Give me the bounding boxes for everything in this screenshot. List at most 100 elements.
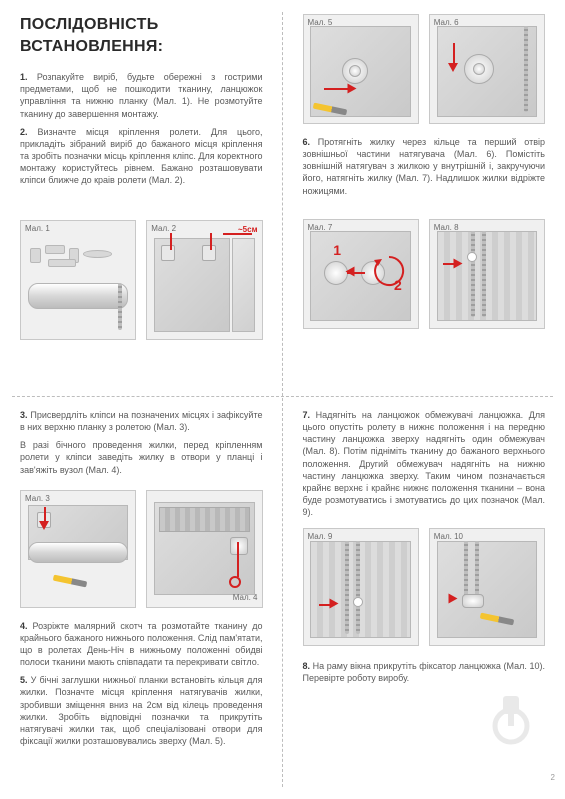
figure-1: Мал. 1 xyxy=(20,220,136,340)
fig2-clip1 xyxy=(161,245,175,261)
fig9-arrowline xyxy=(319,604,333,606)
fig5-ring-inner xyxy=(349,65,361,77)
step-num-5: 5. xyxy=(20,675,28,685)
fig8-label: Мал. 8 xyxy=(434,223,459,234)
step-6-text: Протягніть жилку через кільце та перший … xyxy=(303,137,546,196)
fig9-fabric xyxy=(310,541,411,638)
figrow-5-6: Мал. 5 Мал. 6 xyxy=(303,14,546,124)
step-8-text: На раму вікна прикрутіть фіксатор ланцюж… xyxy=(303,661,545,683)
step-8: 8. На раму вікна прикрутіть фіксатор лан… xyxy=(303,660,546,684)
figure-4: Мал. 4 xyxy=(146,490,262,608)
fig7-rotate-icon xyxy=(372,254,406,288)
step-1-text: Розпакуйте виріб, будьте обережні з гост… xyxy=(20,72,263,118)
figure-6: Мал. 6 xyxy=(429,14,545,124)
fig4-label: Мал. 4 xyxy=(233,593,258,604)
fig7-num1: 1 xyxy=(333,241,341,260)
fig3-label: Мал. 3 xyxy=(25,494,50,505)
fig5-label: Мал. 5 xyxy=(308,18,333,29)
step-2: 2. Визначте місця кріплення ролети. Для … xyxy=(20,126,263,187)
fig10-bg xyxy=(437,541,538,638)
fig2-clip2 xyxy=(202,245,216,261)
step-7: 7. Надягніть на ланцюжок обмежувачі ланц… xyxy=(303,409,546,518)
step-4: 4. Розріжте малярний скотч та розмотайте… xyxy=(20,620,263,669)
figrow-1-2: Мал. 1 Мал. 2 ~5см xyxy=(20,220,263,340)
step-5-text: У бічні заглушки нижньої планки встанові… xyxy=(20,675,263,746)
quadrant-3: 3. Присвердліть кліпси на позначених міс… xyxy=(0,395,283,790)
step-3: 3. Присвердліть кліпси на позначених міс… xyxy=(20,409,263,433)
step-2-text: Визначте місця кріплення ролети. Для цьо… xyxy=(20,127,263,186)
quadrant-2: Мал. 5 Мал. 6 6. Протягніть жилку через … xyxy=(283,0,565,395)
fig10-chain1 xyxy=(464,541,468,601)
fig6-thread xyxy=(453,43,455,65)
fig6-chain xyxy=(524,26,528,112)
figure-2: Мал. 2 ~5см xyxy=(146,220,262,340)
quadrant-1: ПОСЛІДОВНІСТЬ ВСТАНОВЛЕННЯ: 1. Розпакуйт… xyxy=(0,0,283,395)
fig8-chain1 xyxy=(471,231,475,317)
figure-10: Мал. 10 xyxy=(429,528,545,646)
figure-7: Мал. 7 1 2 xyxy=(303,219,419,329)
fig5-arrow xyxy=(324,88,349,90)
fig8-arrowline xyxy=(443,263,457,265)
fig9-chain2 xyxy=(356,541,360,634)
step-6: 6. Протягніть жилку через кільце та перш… xyxy=(303,136,546,197)
figrow-3-4: Мал. 3 Мал. 4 xyxy=(20,490,263,608)
fig1-roller xyxy=(28,283,129,309)
fig3-screwdriver xyxy=(53,574,88,587)
step-5: 5. У бічні заглушки нижньої планки встан… xyxy=(20,674,263,747)
fig3-roller xyxy=(28,542,129,563)
step-num-7: 7. xyxy=(303,410,311,420)
fig2-mark2 xyxy=(210,233,212,250)
step-3b: В разі бічного проведення жилки, перед к… xyxy=(20,439,263,475)
fig7-part1 xyxy=(324,261,348,285)
fig2-mark1 xyxy=(170,233,172,250)
fig7-label: Мал. 7 xyxy=(308,223,333,234)
instruction-page: ПОСЛІДОВНІСТЬ ВСТАНОВЛЕННЯ: 1. Розпакуйт… xyxy=(0,0,565,799)
watermark-icon xyxy=(481,690,541,750)
page-number: 2 xyxy=(551,773,555,784)
fig9-stopper xyxy=(353,597,363,607)
fig2-label: Мал. 2 xyxy=(151,224,176,235)
fig3-drill xyxy=(44,507,46,521)
quadrant-4: 7. Надягніть на ланцюжок обмежувачі ланц… xyxy=(283,395,565,790)
fig8-fabric xyxy=(437,231,538,322)
figure-9: Мал. 9 xyxy=(303,528,419,646)
fig10-arrow xyxy=(449,594,458,604)
step-num-8: 8. xyxy=(303,661,311,671)
fig1-chain xyxy=(118,283,122,330)
step-num-1: 1. xyxy=(20,72,28,82)
fig4-topbar xyxy=(159,507,250,533)
fig7-arrowhead xyxy=(345,267,354,277)
fig10-chain2 xyxy=(475,541,479,601)
figrow-9-10: Мал. 9 Мал. 10 xyxy=(303,528,546,646)
step-1: 1. Розпакуйте виріб, будьте обережні з г… xyxy=(20,71,263,120)
step-4-text: Розріжте малярний скотч та розмотайте тк… xyxy=(20,621,263,667)
fig4-endcap xyxy=(230,537,248,555)
fig1-parts xyxy=(30,245,121,271)
fig2-arrowline xyxy=(223,233,253,235)
fig4-thread xyxy=(237,542,239,577)
step-3-text: Присвердліть кліпси на позначених місцях… xyxy=(20,410,263,432)
fig3-drill-arrow xyxy=(39,521,49,530)
figrow-7-8: Мал. 7 1 2 Мал. 8 xyxy=(303,219,546,329)
step-7-text: Надягніть на ланцюжок обмежувачі ланцюжк… xyxy=(303,410,546,517)
fig6-label: Мал. 6 xyxy=(434,18,459,29)
page-title: ПОСЛІДОВНІСТЬ ВСТАНОВЛЕННЯ: xyxy=(20,14,263,57)
fig2-window2 xyxy=(232,238,255,332)
fig5-arrowhead xyxy=(347,84,356,94)
step-num-2: 2. xyxy=(20,127,28,137)
fig1-label: Мал. 1 xyxy=(25,224,50,235)
fig4-knot-icon xyxy=(227,574,243,590)
fig9-label: Мал. 9 xyxy=(308,532,333,543)
fig6-arrowhead xyxy=(448,63,458,72)
step-num-4: 4. xyxy=(20,621,28,631)
fig10-label: Мал. 10 xyxy=(434,532,463,543)
fig6-tensioner-inner xyxy=(473,63,485,75)
step-num-3: 3. xyxy=(20,410,28,420)
step-num-6: 6. xyxy=(303,137,311,147)
fig8-chain2 xyxy=(482,231,486,317)
figure-5: Мал. 5 xyxy=(303,14,419,124)
fig9-chain1 xyxy=(345,541,349,634)
fig10-fixator xyxy=(462,594,484,608)
figure-8: Мал. 8 xyxy=(429,219,545,329)
figure-3: Мал. 3 xyxy=(20,490,136,608)
